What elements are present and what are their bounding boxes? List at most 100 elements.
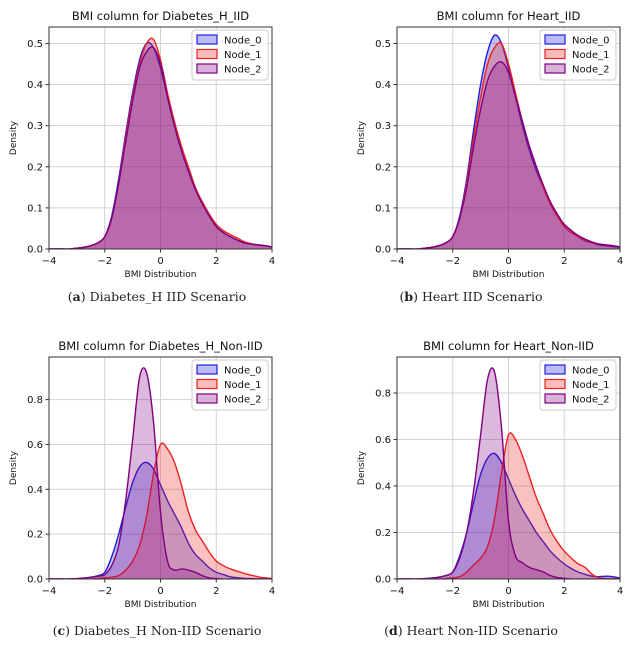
y-axis-label: Density	[357, 120, 367, 155]
density-line-node-2	[49, 367, 272, 579]
legend-swatch-node-0	[544, 34, 566, 45]
density-line-node-2	[397, 367, 620, 579]
density-area-node-1	[49, 38, 272, 249]
kde-chart: BMI column for Heart_IID −4 −2 0 2 4 0.0 0.1 0.2…	[357, 9, 623, 280]
caption-label: b	[404, 289, 414, 304]
chart-title: BMI column for Heart_Non-IID	[423, 339, 594, 353]
panel-b: BMI column for Heart_IID −4 −2 0 2 4 0.0 0.1 0.2…	[314, 0, 628, 323]
density-line-node-1	[49, 442, 272, 579]
legend: Node_0 Node_1 Node_2	[539, 359, 617, 411]
legend: Node_0 Node_1 Node_2	[191, 359, 269, 411]
caption-label: c	[57, 623, 66, 638]
chart-title: BMI column for Heart_IID	[437, 9, 581, 23]
y-tick-label: 0.0	[27, 575, 43, 586]
legend: Node_0 Node_1 Node_2	[539, 29, 617, 81]
x-tick-label: −2	[445, 586, 460, 597]
legend-swatch-node-1	[196, 48, 218, 60]
x-tick-label: 2	[561, 256, 567, 267]
legend-swatch-node-0	[196, 364, 218, 375]
y-tick-label: 0.0	[375, 575, 391, 586]
caption-text: Diabetes_H IID Scenario	[89, 289, 247, 304]
x-tick-label: −4	[390, 256, 405, 267]
y-tick-label: 0.5	[27, 39, 43, 50]
legend: Node_0 Node_1 Node_2	[191, 29, 269, 81]
legend-label: Node_0	[224, 366, 261, 377]
series-group	[49, 367, 272, 579]
y-tick-label: 0.0	[27, 245, 43, 256]
x-tick-label: −2	[97, 586, 112, 597]
legend-swatch-node-0	[196, 34, 218, 45]
y-tick-label: 0.6	[375, 435, 391, 446]
caption: (a) Diabetes_H IID Scenario	[67, 289, 247, 304]
legend-swatch-node-1	[544, 378, 566, 390]
caption-text: Diabetes_H Non-IID Scenario	[73, 623, 262, 638]
x-tick-label: −2	[445, 256, 460, 267]
density-area-node-0	[397, 34, 620, 249]
x-tick-label: 0	[505, 586, 511, 597]
legend-swatch-node-2	[196, 63, 218, 74]
density-area-node-2	[49, 367, 272, 579]
density-area-node-2	[397, 61, 620, 249]
x-axis-label: BMI Distribution	[125, 270, 197, 280]
legend-label: Node_2	[224, 65, 261, 76]
density-area-node-2	[49, 46, 272, 249]
density-area-node-2	[397, 367, 620, 579]
y-tick-label: 0.2	[27, 530, 43, 541]
x-tick-label: 2	[213, 256, 219, 267]
legend-swatch-node-0	[544, 364, 566, 375]
caption: (b) Heart IID Scenario	[399, 289, 543, 304]
density-area-node-0	[49, 462, 272, 579]
chart-title: BMI column for Diabetes_H_IID	[72, 9, 249, 23]
caption: (d) Heart Non-IID Scenario	[384, 623, 558, 638]
legend-label: Node_0	[572, 36, 609, 47]
kde-chart: BMI column for Diabetes_H_IID −4 −2 0 2 4 0.0 0…	[9, 9, 275, 280]
x-tick-label: 2	[213, 586, 219, 597]
y-tick-label: 0.2	[27, 162, 43, 173]
x-tick-label: −2	[97, 256, 112, 267]
y-tick-label: 0.4	[27, 485, 43, 496]
x-axis-label: BMI Distribution	[473, 600, 545, 610]
legend-swatch-node-2	[544, 393, 566, 404]
y-tick-label: 0.1	[375, 203, 391, 214]
panel-a: BMI column for Diabetes_H_IID −4 −2 0 2 4 0.0 0…	[0, 0, 314, 323]
y-tick-label: 0.6	[27, 440, 43, 451]
y-tick-label: 0.8	[375, 389, 391, 400]
panel-d: BMI column for Heart_Non-IID −4 −2 0 2 4 0.0 0.…	[314, 330, 628, 646]
y-tick-label: 0.2	[375, 162, 391, 173]
legend-label: Node_2	[572, 65, 609, 76]
y-tick-label: 0.0	[375, 245, 391, 256]
y-tick-label: 0.3	[375, 121, 391, 132]
caption: (c) Diabetes_H Non-IID Scenario	[52, 623, 262, 638]
legend-label: Node_0	[224, 36, 261, 47]
y-tick-label: 0.2	[375, 528, 391, 539]
x-tick-label: 4	[269, 256, 275, 267]
legend-label: Node_1	[572, 380, 609, 391]
y-axis-label: Density	[9, 120, 19, 155]
caption-label: d	[388, 623, 398, 638]
legend-swatch-node-2	[544, 63, 566, 74]
series-group	[397, 367, 620, 579]
y-tick-label: 0.4	[375, 80, 391, 91]
legend-label: Node_1	[224, 380, 261, 391]
density-line-node-2	[397, 60, 620, 249]
y-axis-label: Density	[357, 450, 367, 485]
y-tick-label: 0.5	[375, 39, 391, 50]
x-tick-label: −4	[390, 586, 405, 597]
x-tick-label: 4	[269, 586, 275, 597]
kde-chart: BMI column for Diabetes_H_Non-IID −4 −2 0 2 4…	[9, 339, 275, 610]
density-area-node-1	[397, 42, 620, 249]
caption-text: Heart IID Scenario	[421, 289, 543, 304]
y-axis-label: Density	[9, 450, 19, 485]
density-line-node-2	[49, 46, 272, 249]
legend-label: Node_0	[572, 366, 609, 377]
x-tick-label: 4	[617, 256, 623, 267]
y-tick-label: 0.3	[27, 121, 43, 132]
x-tick-label: −4	[42, 256, 57, 267]
legend-label: Node_2	[224, 395, 261, 406]
kde-chart: BMI column for Heart_Non-IID −4 −2 0 2 4 0.0 0.…	[357, 339, 623, 610]
x-tick-label: 2	[561, 586, 567, 597]
y-tick-label: 0.4	[27, 80, 43, 91]
legend-label: Node_1	[572, 50, 609, 61]
x-tick-label: 0	[505, 256, 511, 267]
